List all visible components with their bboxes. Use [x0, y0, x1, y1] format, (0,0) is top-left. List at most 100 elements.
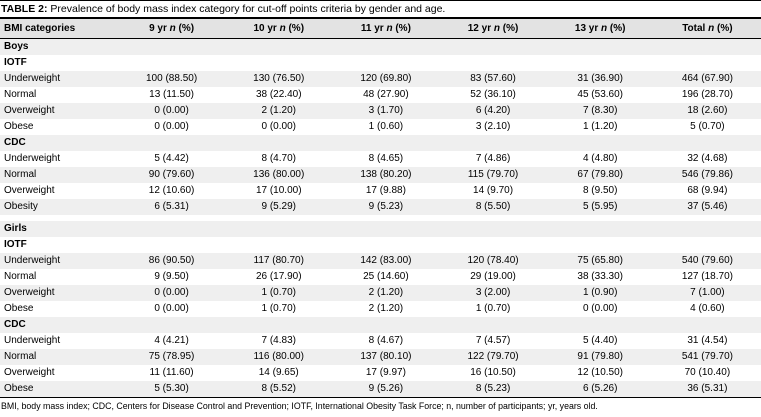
header-n-symbol: n — [169, 23, 176, 34]
table-row: Underweight 4 (4.21) 7 (4.83) 8 (4.67) 7 (4.… — [0, 333, 761, 349]
cell-value: 1 (0.70) — [261, 303, 296, 314]
row-label: Boys — [4, 41, 29, 52]
cell-value — [332, 135, 439, 151]
row-label: Underweight — [4, 335, 61, 346]
row-label: Obese — [4, 303, 34, 314]
row-label: Overweight — [4, 185, 55, 196]
cell-value — [332, 317, 439, 333]
cell-value — [225, 237, 332, 253]
subsection-row: CDC — [0, 317, 761, 333]
cell-value: 196 (28.70) — [681, 89, 733, 100]
cell-value: 8 (5.23) — [439, 381, 547, 398]
cell-value: 1 (0.70) — [261, 287, 296, 298]
cell-value: 1 (1.20) — [582, 121, 618, 132]
cell-value: 18 (2.60) — [687, 105, 728, 116]
cell-value: 0 (0.00) — [154, 287, 189, 298]
row-label: Underweight — [4, 255, 61, 266]
row-label: Underweight — [4, 153, 61, 164]
cell-value — [332, 237, 439, 253]
cell-value: 36 (5.31) — [653, 381, 761, 398]
cell-value — [654, 39, 761, 56]
cell-value: 120 (69.80) — [360, 73, 412, 84]
table-row: Overweight 12 (10.60) 17 (10.00) 17 (9.88) 1… — [0, 183, 761, 199]
table-row: Underweight 86 (90.50) 117 (80.70) 142 (83.… — [0, 253, 761, 269]
cell-value: 8 (5.50) — [475, 201, 511, 212]
cell-value: 8 (9.50) — [582, 185, 618, 196]
column-header-bmi-categories: BMI categories — [0, 19, 118, 39]
cell-value: 75 (78.95) — [148, 351, 195, 362]
cell-value: 127 (18.70) — [681, 271, 733, 282]
cell-value: 541 (79.70) — [681, 351, 733, 362]
column-header: Total n (%) — [653, 19, 761, 39]
spacer-cell — [0, 215, 761, 221]
cell-value: 48 (27.90) — [363, 89, 409, 100]
section-row: Girls — [0, 221, 761, 237]
cell-value: 52 (36.10) — [470, 89, 516, 100]
cell-value — [332, 55, 439, 71]
cell-value — [547, 317, 654, 333]
cell-value — [547, 135, 654, 151]
table-row: Obesity 6 (5.31) 9 (5.29) 9 (5.23) 8 (5.50) 5… — [0, 199, 761, 215]
header-age-label: 11 yr — [360, 23, 387, 34]
cell-value: 8 (4.65) — [368, 153, 404, 164]
header-pct-label: (%) — [607, 23, 626, 34]
subsection-row: IOTF — [0, 55, 761, 71]
cell-value: 14 (9.65) — [258, 367, 299, 378]
cell-value: 137 (80.10) — [360, 351, 412, 362]
row-label: CDC — [4, 137, 26, 148]
header-age-label: 12 yr — [467, 23, 494, 34]
cell-value: 8 (5.52) — [225, 381, 333, 398]
cell-value: 120 (78.40) — [467, 255, 519, 266]
cell-value: 25 (14.60) — [363, 271, 409, 282]
cell-value: 12 (10.50) — [577, 367, 623, 378]
subsection-row: IOTF — [0, 237, 761, 253]
cell-value — [439, 237, 546, 253]
header-n-symbol: n — [493, 23, 500, 34]
cell-value: 86 (90.50) — [148, 255, 195, 266]
cell-value: 116 (80.00) — [253, 351, 304, 362]
cell-value: 12 (10.60) — [148, 185, 195, 196]
row-label: Obesity — [4, 201, 38, 212]
cell-value: 117 (80.70) — [253, 255, 304, 266]
cell-value: 9 (5.29) — [261, 201, 296, 212]
row-label: IOTF — [4, 239, 27, 250]
column-header: 10 yr n (%) — [225, 19, 333, 39]
cell-value: 1 (0.60) — [368, 121, 404, 132]
cell-value: 0 (0.00) — [154, 105, 189, 116]
spacer-row — [0, 215, 761, 221]
cell-value: 100 (88.50) — [146, 73, 198, 84]
table-row: Overweight 11 (11.60) 14 (9.65) 17 (9.97) 16… — [0, 365, 761, 381]
cell-value: 17 (9.88) — [365, 185, 406, 196]
cell-value: 546 (79.86) — [681, 169, 733, 180]
column-header: 13 yr n (%) — [546, 19, 654, 39]
cell-value — [439, 317, 546, 333]
table-row: Underweight 100 (88.50) 130 (76.50) 120 (69… — [0, 71, 761, 87]
header-pct-label: (%) — [392, 23, 411, 34]
cell-value: 68 (9.94) — [687, 185, 728, 196]
table-row: Overweight 0 (0.00) 1 (0.70) 2 (1.20) 3 (2.0… — [0, 285, 761, 301]
table-caption-label: TABLE 2: — [1, 3, 48, 15]
header-n-symbol: n — [601, 23, 608, 34]
cell-value: 75 (65.80) — [577, 255, 623, 266]
header-pct-label: (%) — [175, 23, 195, 34]
cell-value — [225, 39, 332, 56]
cell-value — [439, 55, 546, 71]
table-row: Obese 0 (0.00) 0 (0.00) 1 (0.60) 3 (2.10) 1 (… — [0, 119, 761, 135]
table-caption: TABLE 2: Prevalence of body mass index c… — [0, 1, 761, 19]
cell-value — [654, 317, 761, 333]
row-label: Overweight — [4, 367, 55, 378]
cell-value: 4 (4.80) — [582, 153, 618, 164]
row-label: CDC — [4, 319, 26, 330]
row-label: Normal — [4, 89, 37, 100]
cell-value: 7 (4.57) — [475, 335, 511, 346]
cell-value: 9 (5.26) — [332, 381, 440, 398]
cell-value: 0 (0.00) — [582, 303, 618, 314]
cell-value: 6 (5.26) — [546, 381, 654, 398]
row-label: IOTF — [4, 57, 27, 68]
cell-value — [547, 55, 654, 71]
cell-value — [118, 317, 225, 333]
table-row: Obese 0 (0.00) 1 (0.70) 2 (1.20) 1 (0.70) 0 (… — [0, 301, 761, 317]
header-n-symbol: n — [386, 23, 393, 34]
cell-value — [225, 221, 332, 237]
